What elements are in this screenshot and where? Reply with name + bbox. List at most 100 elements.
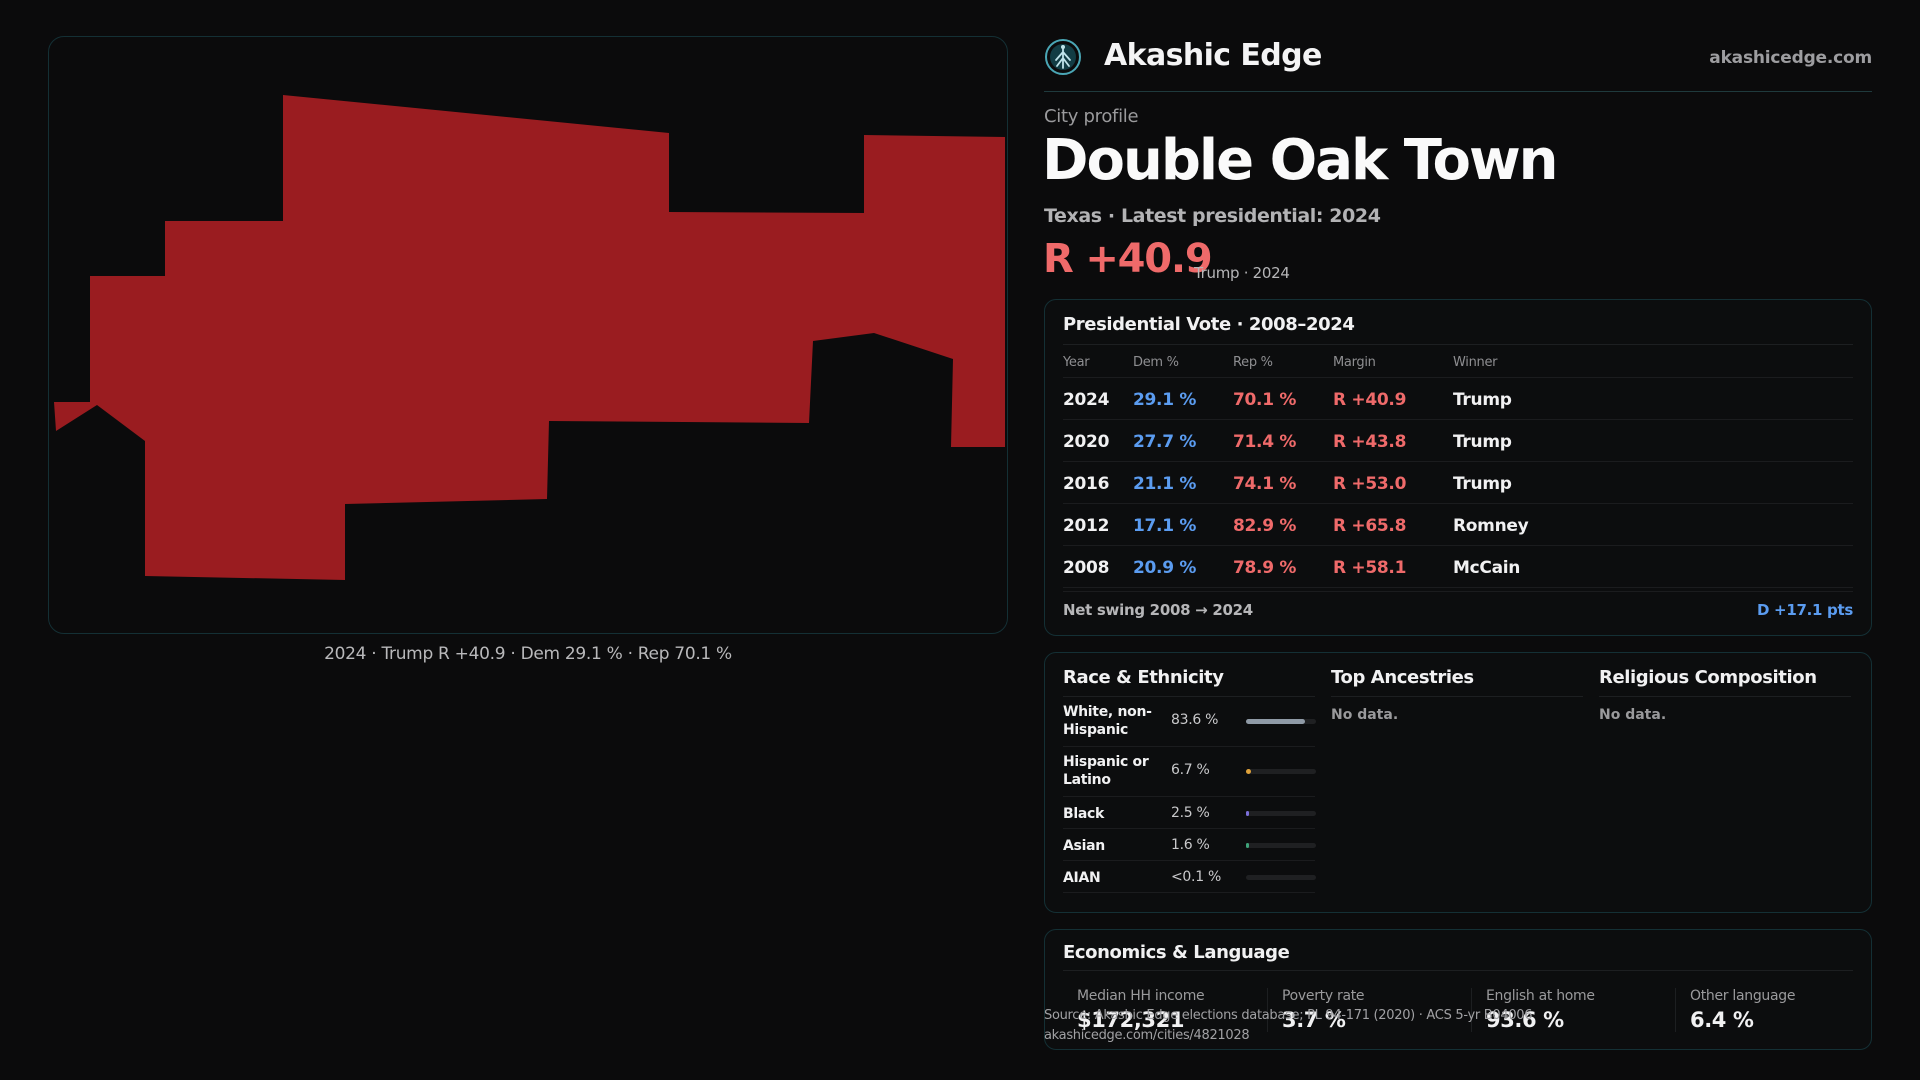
cell-year: 2008: [1063, 558, 1110, 578]
table-row: 2008 20.9 % 78.9 % R +58.1 McCain: [1063, 546, 1853, 588]
cell-margin: R +65.8: [1333, 516, 1407, 536]
cell-rep: 70.1 %: [1233, 390, 1297, 410]
race-label: AIAN: [1063, 870, 1101, 886]
city-boundary-shape: [54, 95, 1005, 580]
divider: [1063, 591, 1853, 592]
race-pct: 1.6 %: [1171, 837, 1210, 853]
race-row: Black 2.5 %: [1063, 797, 1316, 829]
race-label: Asian: [1063, 838, 1105, 854]
table-row: 2020 27.7 % 71.4 % R +43.8 Trump: [1063, 420, 1853, 462]
race-row: White, non-Hispanic 83.6 %: [1063, 697, 1316, 747]
table-row: 2024 29.1 % 70.1 % R +40.9 Trump: [1063, 378, 1853, 420]
econ-value: 93.6 %: [1486, 1008, 1564, 1032]
cell-winner: Trump: [1453, 432, 1512, 452]
cell-winner: McCain: [1453, 558, 1521, 578]
race-pct: 2.5 %: [1171, 805, 1210, 821]
race-row: Asian 1.6 %: [1063, 829, 1316, 861]
race-row: AIAN <0.1 %: [1063, 861, 1316, 893]
col-header-year: Year: [1063, 355, 1090, 370]
cell-dem: 20.9 %: [1133, 558, 1197, 578]
cell-year: 2020: [1063, 432, 1110, 452]
ancestries-section: Top Ancestries No data.: [1331, 667, 1583, 723]
col-header-margin: Margin: [1333, 355, 1376, 370]
map-caption: 2024 · Trump R +40.9 · Dem 29.1 % · Rep …: [324, 644, 732, 664]
econ-value: 6.4 %: [1690, 1008, 1754, 1032]
race-bar-fill: [1246, 811, 1249, 816]
race-bar-fill: [1246, 719, 1305, 724]
cell-year: 2024: [1063, 390, 1110, 410]
econ-label: Poverty rate: [1282, 988, 1365, 1004]
cell-margin: R +43.8: [1333, 432, 1407, 452]
race-bar: [1246, 811, 1316, 816]
table-row: 2012 17.1 % 82.9 % R +65.8 Romney: [1063, 504, 1853, 546]
race-bar: [1246, 875, 1316, 880]
race-bar-fill: [1246, 769, 1251, 774]
religion-empty: No data.: [1599, 707, 1667, 723]
net-swing-label: Net swing 2008 → 2024: [1063, 601, 1253, 619]
cell-year: 2016: [1063, 474, 1110, 494]
race-row: Hispanic or Latino 6.7 %: [1063, 747, 1316, 797]
demographics-card: Race & Ethnicity White, non-Hispanic 83.…: [1044, 652, 1872, 913]
cell-winner: Trump: [1453, 474, 1512, 494]
source-footer: Source: Akashic Edge elections database;…: [1044, 1006, 1533, 1046]
brand-name[interactable]: Akashic Edge: [1104, 38, 1322, 73]
race-label: Black: [1063, 806, 1105, 822]
brand-header: Akashic Edge akashicedge.com: [1044, 36, 1872, 92]
cell-rep: 78.9 %: [1233, 558, 1297, 578]
cell-dem: 29.1 %: [1133, 390, 1197, 410]
cell-dem: 17.1 %: [1133, 516, 1197, 536]
econ-label: Median HH income: [1077, 988, 1205, 1004]
cell-margin: R +58.1: [1333, 558, 1407, 578]
econ-stat: Median HH income $172,321: [1063, 988, 1267, 1032]
economics-card: Economics & Language Median HH income $1…: [1044, 929, 1872, 1050]
source-url[interactable]: akashicedge.com/cities/4821028: [1044, 1028, 1250, 1043]
city-map: [48, 36, 1008, 634]
tree-of-life-icon[interactable]: [1044, 38, 1082, 76]
page-eyebrow: City profile: [1044, 106, 1139, 127]
race-bar-fill: [1246, 843, 1249, 848]
cell-dem: 21.1 %: [1133, 474, 1197, 494]
race-label: White, non-Hispanic: [1063, 704, 1152, 738]
cell-rep: 74.1 %: [1233, 474, 1297, 494]
race-ethnicity-section: Race & Ethnicity White, non-Hispanic 83.…: [1063, 667, 1316, 893]
col-header-winner: Winner: [1453, 355, 1498, 370]
latest-margin-note: Trump · 2024: [1194, 264, 1290, 282]
page-subtitle: Texas · Latest presidential: 2024: [1044, 205, 1381, 227]
divider: [1063, 344, 1853, 345]
divider: [1063, 970, 1853, 971]
ancestries-title: Top Ancestries: [1331, 667, 1583, 697]
page-title: Double Oak Town: [1042, 128, 1559, 193]
race-pct: 6.7 %: [1171, 762, 1210, 778]
brand-site-link[interactable]: akashicedge.com: [1709, 48, 1872, 68]
vote-table: Year Dem % Rep % Margin Winner 2024 29.1…: [1063, 348, 1853, 588]
net-swing-value: D +17.1 pts: [1756, 601, 1853, 619]
ancestries-empty: No data.: [1331, 707, 1399, 723]
race-pct: <0.1 %: [1171, 869, 1221, 885]
econ-label: English at home: [1486, 988, 1595, 1004]
col-header-rep: Rep %: [1233, 355, 1273, 370]
race-pct: 83.6 %: [1171, 712, 1219, 728]
source-citation: Source: Akashic Edge elections database;…: [1044, 1008, 1533, 1023]
table-row: 2016 21.1 % 74.1 % R +53.0 Trump: [1063, 462, 1853, 504]
race-bar: [1246, 769, 1316, 774]
religion-title: Religious Composition: [1599, 667, 1851, 697]
race-label: Hispanic or Latino: [1063, 754, 1149, 788]
cell-winner: Trump: [1453, 390, 1512, 410]
city-boundary-map: [54, 95, 1005, 580]
cell-margin: R +53.0: [1333, 474, 1407, 494]
cell-rep: 82.9 %: [1233, 516, 1297, 536]
econ-label: Other language: [1690, 988, 1796, 1004]
econ-stat: Poverty rate 3.7 %: [1267, 988, 1471, 1032]
race-bar: [1246, 843, 1316, 848]
race-section-title: Race & Ethnicity: [1063, 667, 1315, 697]
presidential-vote-card: Presidential Vote · 2008–2024 Year Dem %…: [1044, 299, 1872, 636]
col-header-dem: Dem %: [1133, 355, 1179, 370]
econ-value: 3.7 %: [1282, 1008, 1346, 1032]
cell-rep: 71.4 %: [1233, 432, 1297, 452]
econ-stat: English at home 93.6 %: [1471, 988, 1675, 1032]
econ-value: $172,321: [1077, 1008, 1185, 1032]
vote-card-title: Presidential Vote · 2008–2024: [1063, 314, 1355, 335]
religion-section: Religious Composition No data.: [1599, 667, 1851, 723]
latest-margin: R +40.9: [1043, 236, 1213, 282]
cell-margin: R +40.9: [1333, 390, 1407, 410]
